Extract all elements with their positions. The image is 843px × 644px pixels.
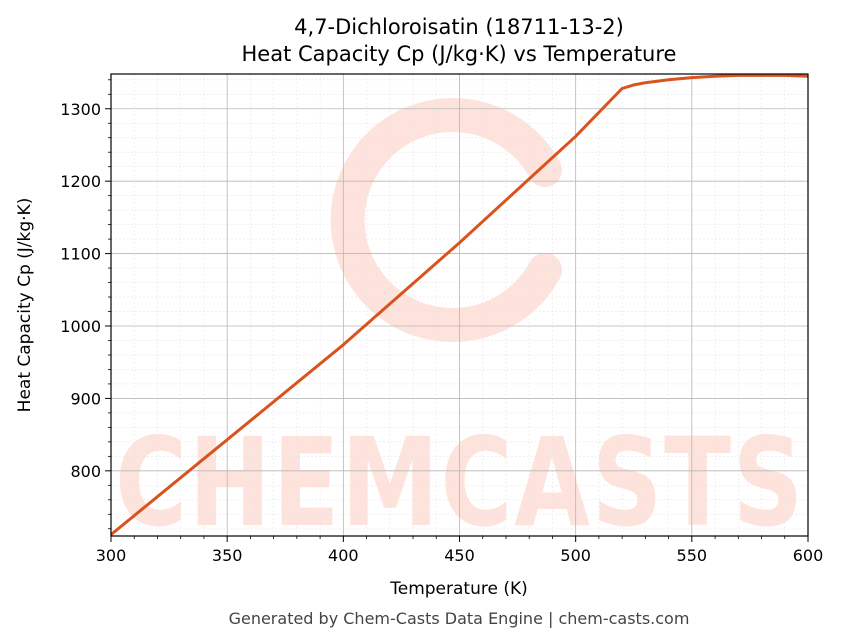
watermark-logo-ring (330, 98, 562, 342)
x-tick-label: 300 (96, 546, 127, 565)
x-axis-label: Temperature (K) (389, 579, 528, 599)
footer-credit: Generated by Chem-Casts Data Engine | ch… (229, 609, 690, 628)
x-tick-label: 400 (328, 546, 359, 565)
y-axis-label: Heat Capacity Cp (J/kg·K) (15, 198, 35, 413)
y-tick-label: 1200 (60, 172, 101, 191)
series-layer (110, 73, 809, 536)
watermark-text: CHEMCASTS (115, 412, 805, 554)
y-tick-label: 1300 (60, 100, 101, 119)
x-axis: 300 350 400 450 500 550 600 (96, 536, 824, 565)
y-tick-label: 1100 (60, 245, 101, 264)
x-tick-label: 450 (444, 546, 475, 565)
x-tick-label: 500 (560, 546, 591, 565)
major-grid (110, 74, 809, 536)
y-tick-label: 900 (70, 389, 101, 408)
watermark: CHEMCASTS (115, 98, 805, 554)
x-tick-label: 600 (793, 546, 824, 565)
x-tick-label: 350 (212, 546, 243, 565)
x-tick-label: 550 (677, 546, 708, 565)
y-tick-label: 1000 (60, 317, 101, 336)
y-tick-label: 800 (70, 462, 101, 481)
y-axis: 800 900 1000 1100 1200 1300 (60, 79, 111, 530)
series-line (110, 73, 809, 536)
chart-subtitle: Heat Capacity Cp (J/kg·K) vs Temperature (242, 42, 677, 66)
chart-title: 4,7-Dichloroisatin (18711-13-2) (294, 15, 624, 39)
